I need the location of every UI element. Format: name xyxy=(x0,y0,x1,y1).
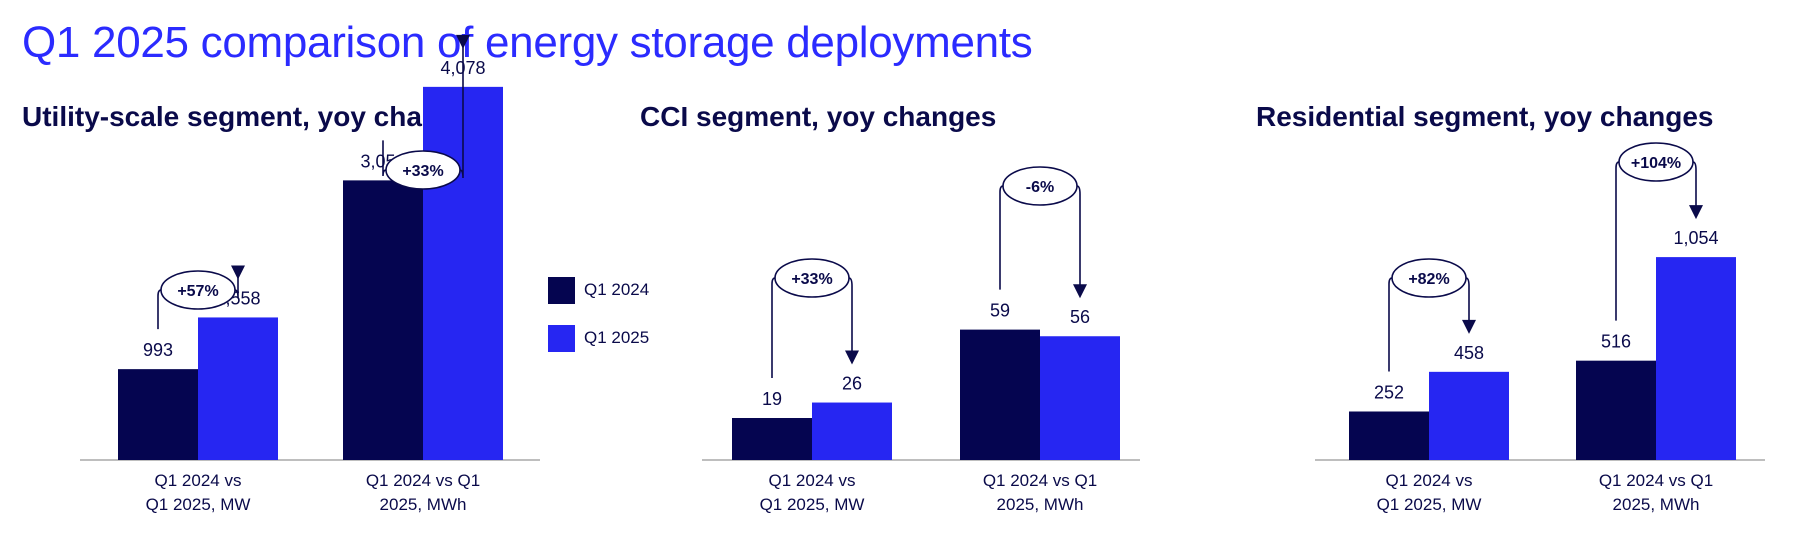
data-label: 993 xyxy=(143,340,173,360)
category-label: Q1 2024 vs Q1 xyxy=(1599,471,1713,490)
category-label: Q1 2025, MW xyxy=(760,495,865,514)
change-connector-left xyxy=(157,289,162,330)
data-label: 56 xyxy=(1070,307,1090,327)
category-label: 2025, MWh xyxy=(997,495,1084,514)
change-connector-right xyxy=(848,277,853,353)
change-connector-right xyxy=(1692,161,1697,208)
legend-swatch-q1-2024 xyxy=(548,276,575,304)
change-label: +82% xyxy=(1408,271,1449,288)
page-title: Q1 2025 comparison of energy storage dep… xyxy=(22,18,1033,67)
bar-q1-2025 xyxy=(1040,336,1120,460)
change-connector-left xyxy=(1388,277,1393,372)
change-connector-left xyxy=(382,140,387,177)
utility-segment-title: Utility-scale segment, yoy changes xyxy=(22,101,488,132)
change-connector-left xyxy=(999,185,1004,290)
category-label: Q1 2024 vs Q1 xyxy=(366,471,480,490)
change-connector-right xyxy=(459,36,464,179)
bar-q1-2024 xyxy=(343,180,423,460)
change-arrow-head xyxy=(456,34,470,49)
legend-swatch-q1-2025 xyxy=(548,324,575,352)
data-label: 26 xyxy=(842,374,862,394)
bar-q1-2024 xyxy=(960,329,1040,460)
data-label: 1,054 xyxy=(1673,228,1718,248)
bar-q1-2024 xyxy=(1349,411,1429,460)
cci-segment-title: CCI segment, yoy changes xyxy=(640,101,997,132)
change-arrow-head xyxy=(845,350,859,365)
change-connector-right xyxy=(1076,185,1081,287)
category-label: Q1 2024 vs xyxy=(155,471,242,490)
bar-q1-2025 xyxy=(812,402,892,460)
change-connector-left xyxy=(771,277,776,379)
change-label: +57% xyxy=(177,283,218,300)
bar-q1-2024 xyxy=(1576,360,1656,460)
category-label: Q1 2024 vs xyxy=(769,471,856,490)
residential-segment-title: Residential segment, yoy changes xyxy=(1256,101,1714,132)
change-connector-left xyxy=(1615,161,1620,321)
bar-q1-2024 xyxy=(118,369,198,460)
category-label: Q1 2024 vs Q1 xyxy=(983,471,1097,490)
change-arrow-head xyxy=(1462,319,1476,334)
category-label: Q1 2025, MW xyxy=(146,495,251,514)
change-connector-right xyxy=(1465,277,1470,322)
legend-item-q1-2024: Q1 2024 xyxy=(548,276,649,304)
change-arrow-head xyxy=(231,265,245,280)
data-label: 458 xyxy=(1454,343,1484,363)
change-arrow-head xyxy=(1689,205,1703,220)
category-label: 2025, MWh xyxy=(380,495,467,514)
change-label: +104% xyxy=(1631,155,1681,172)
change-label: -6% xyxy=(1026,179,1054,196)
data-label: 252 xyxy=(1374,382,1404,402)
change-connector-right xyxy=(234,267,239,299)
legend-item-q1-2025: Q1 2025 xyxy=(548,324,649,352)
legend-label-q1-2025: Q1 2025 xyxy=(584,328,650,347)
legend-label-q1-2024: Q1 2024 xyxy=(584,280,650,299)
change-label: +33% xyxy=(791,271,832,288)
legend: Q1 2024 Q1 2025 xyxy=(548,276,649,372)
change-arrow-head xyxy=(1073,284,1087,299)
category-label: Q1 2024 vs xyxy=(1386,471,1473,490)
data-label: 59 xyxy=(990,301,1010,321)
category-label: Q1 2025, MW xyxy=(1377,495,1482,514)
data-label: 516 xyxy=(1601,332,1631,352)
bar-q1-2025 xyxy=(1656,257,1736,460)
bar-q1-2025 xyxy=(1429,371,1509,460)
category-label: 2025, MWh xyxy=(1613,495,1700,514)
change-label: +33% xyxy=(402,163,443,180)
bar-q1-2024 xyxy=(732,418,812,460)
data-label: 19 xyxy=(762,389,782,409)
bar-q1-2025 xyxy=(198,317,278,460)
